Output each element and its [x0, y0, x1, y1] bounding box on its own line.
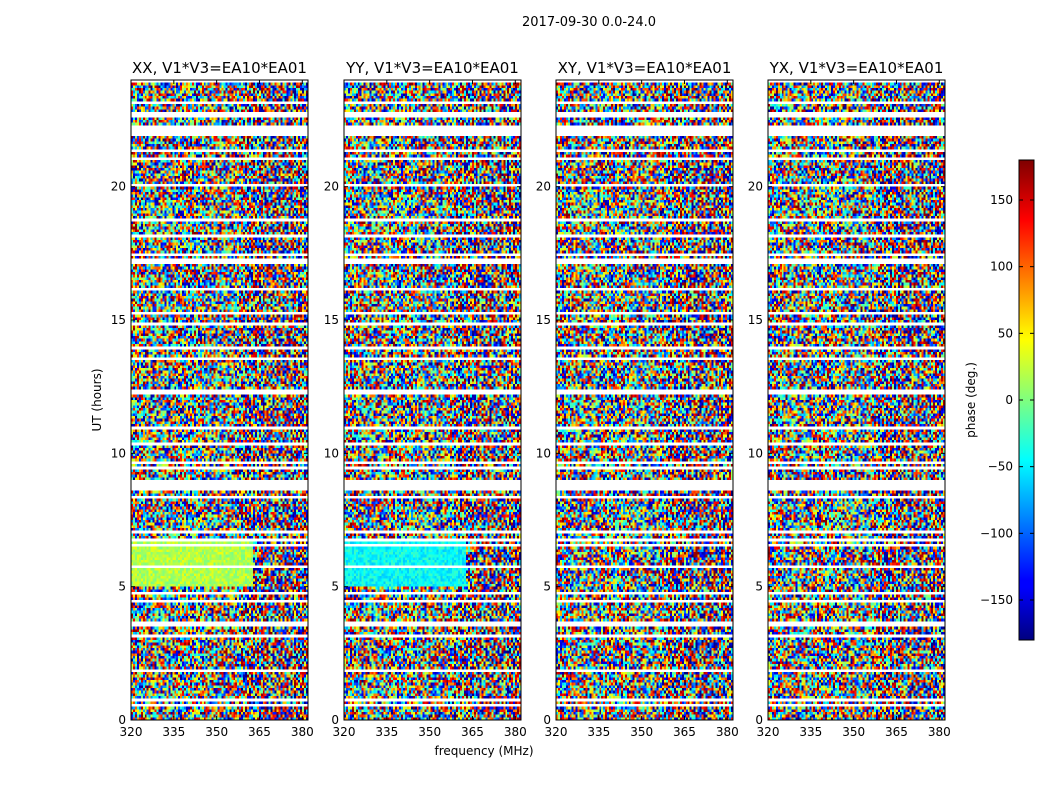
y-tick-label: 10	[111, 446, 126, 460]
y-tick-label: 0	[331, 713, 339, 727]
colorbar-tick-label: −50	[988, 460, 1013, 474]
x-axis-label: frequency (MHz)	[434, 744, 533, 758]
x-tick-label: 335	[162, 725, 185, 739]
y-tick-label: 10	[748, 446, 763, 460]
y-tick-label: 15	[324, 313, 339, 327]
x-tick-label: 350	[630, 725, 653, 739]
phase-heatmap-image	[768, 80, 945, 720]
colorbar-label: phase (deg.)	[964, 362, 978, 438]
y-tick-label: 20	[748, 180, 763, 194]
x-tick-label: 350	[418, 725, 441, 739]
colorbar-tick-label: 150	[990, 193, 1013, 207]
panel-title: YX, V1*V3=EA10*EA01	[769, 59, 944, 77]
colorbar-tick-label: −100	[980, 526, 1013, 540]
panel-3: XY, V1*V3=EA10*EA01 320 335 350 365 380 0 5 10 15…	[536, 59, 739, 739]
y-axis-label: UT (hours)	[90, 368, 104, 431]
x-tick-label: 335	[587, 725, 610, 739]
x-tick-label: 320	[333, 725, 356, 739]
panels: XX, V1*V3=EA10*EA01 320 335 350 365 380 0 5 10 15…	[111, 59, 951, 739]
colorbar-tick-label: 50	[998, 326, 1013, 340]
y-tick-label: 20	[111, 180, 126, 194]
y-tick-label: 5	[331, 580, 339, 594]
phase-heatmap-image	[344, 80, 521, 720]
y-tick-label: 10	[536, 446, 551, 460]
y-tick-label: 0	[543, 713, 551, 727]
axes-frame	[767, 79, 946, 721]
colorbar-tick-label: 100	[990, 260, 1013, 274]
colorbar-ticks: 150 100 50 0 −50 −100 −150	[980, 193, 1034, 607]
y-tick-label: 5	[118, 580, 126, 594]
y-tick-label: 20	[536, 180, 551, 194]
panel-title: XX, V1*V3=EA10*EA01	[132, 59, 307, 77]
panel-2: YY, V1*V3=EA10*EA01 320 335 350 365 380 0 5 10 15…	[324, 59, 527, 739]
colorbar-tick-label: −150	[980, 593, 1013, 607]
x-tick-label: 365	[885, 725, 908, 739]
x-tick-label: 380	[928, 725, 951, 739]
axes-frame	[555, 79, 734, 721]
y-tick-label: 0	[755, 713, 763, 727]
y-tick-label: 5	[755, 580, 763, 594]
colorbar-tick-label: 0	[1005, 393, 1013, 407]
y-tick-label: 15	[536, 313, 551, 327]
y-tick-label: 5	[543, 580, 551, 594]
panel-title: YY, V1*V3=EA10*EA01	[345, 59, 519, 77]
x-tick-label: 335	[799, 725, 822, 739]
panel-title: XY, V1*V3=EA10*EA01	[558, 59, 732, 77]
phase-heatmap-image	[556, 80, 733, 720]
y-tick-label: 20	[324, 180, 339, 194]
x-tick-label: 350	[205, 725, 228, 739]
x-tick-label: 380	[504, 725, 527, 739]
axes-frame	[130, 79, 309, 721]
x-tick-label: 320	[120, 725, 143, 739]
y-tick-label: 0	[118, 713, 126, 727]
axes-frame	[343, 79, 522, 721]
x-tick-label: 380	[291, 725, 314, 739]
figure-suptitle: 2017-09-30 0.0-24.0	[522, 15, 656, 30]
x-tick-label: 365	[248, 725, 271, 739]
x-tick-label: 350	[842, 725, 865, 739]
y-tick-label: 15	[111, 313, 126, 327]
y-tick-label: 15	[748, 313, 763, 327]
y-tick-label: 10	[324, 446, 339, 460]
x-tick-label: 320	[545, 725, 568, 739]
x-tick-label: 365	[673, 725, 696, 739]
x-tick-label: 365	[461, 725, 484, 739]
x-tick-label: 320	[757, 725, 780, 739]
x-tick-label: 380	[716, 725, 739, 739]
x-tick-label: 335	[375, 725, 398, 739]
panel-4: YX, V1*V3=EA10*EA01 320 335 350 365 380 0 5 10 15…	[748, 59, 951, 739]
colorbar: 150 100 50 0 −50 −100 −150 phase (deg.)	[964, 159, 1035, 641]
phase-heatmap-image	[131, 80, 308, 720]
panel-1: XX, V1*V3=EA10*EA01 320 335 350 365 380 0 5 10 15…	[111, 59, 314, 739]
